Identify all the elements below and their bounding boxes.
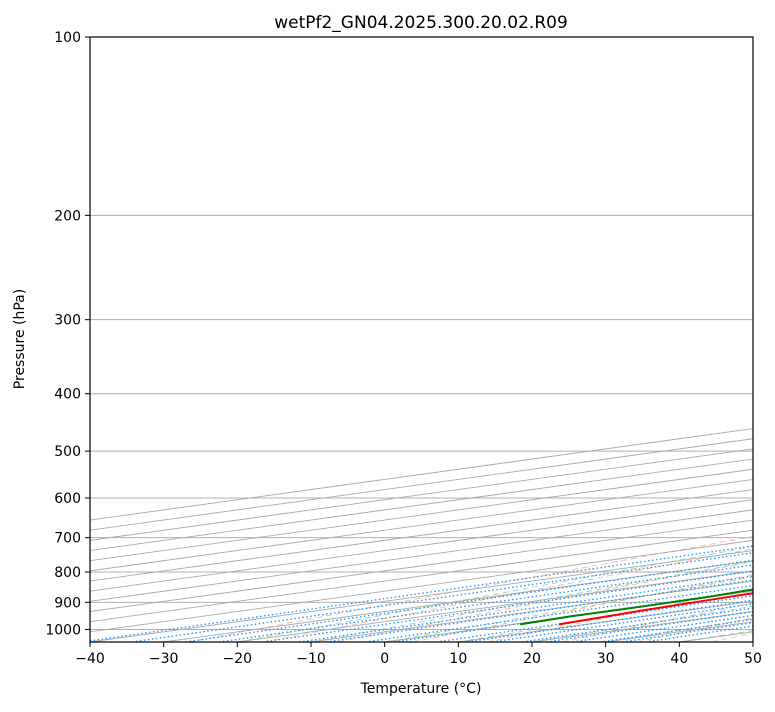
x-tick-label: 30 bbox=[597, 651, 615, 667]
x-tick-label: 20 bbox=[523, 651, 541, 667]
y-tick-label: 100 bbox=[54, 30, 81, 46]
isotherm-line bbox=[90, 509, 753, 602]
y-tick-label: 400 bbox=[54, 387, 81, 403]
mixing-ratio-line bbox=[325, 579, 753, 642]
x-tick-label: 40 bbox=[670, 651, 688, 667]
grid bbox=[90, 36, 753, 630]
x-axis-ticks: −40 −30 −20 −10 0 10 20 30 40 50 bbox=[75, 642, 762, 667]
mixing-ratio-line bbox=[90, 545, 753, 642]
x-tick-label: 50 bbox=[744, 651, 762, 667]
isotherm-line bbox=[90, 539, 753, 633]
isotherm-line bbox=[90, 468, 753, 562]
moist-adiabat bbox=[237, 545, 753, 642]
x-tick-label: 0 bbox=[380, 651, 389, 667]
isotherm-line bbox=[90, 499, 753, 592]
x-axis-label: Temperature (°C) bbox=[360, 681, 482, 697]
x-tick-label: −30 bbox=[149, 651, 179, 667]
y-tick-label: 800 bbox=[54, 565, 81, 581]
y-tick-label: 1000 bbox=[45, 622, 81, 638]
x-tick-label: 10 bbox=[449, 651, 467, 667]
y-tick-label: 300 bbox=[54, 313, 81, 329]
mixing-ratio-line bbox=[365, 584, 753, 642]
isotherm-line bbox=[90, 489, 753, 582]
moist-adiabat bbox=[310, 560, 753, 642]
y-tick-label: 900 bbox=[54, 595, 81, 611]
chart-title: wetPf2_GN04.2025.300.20.02.R09 bbox=[274, 13, 568, 33]
y-tick-label: 600 bbox=[54, 491, 81, 507]
y-tick-label: 700 bbox=[54, 531, 81, 547]
y-tick-label: 200 bbox=[54, 208, 81, 224]
plot-area bbox=[90, 428, 753, 642]
x-tick-label: −10 bbox=[296, 651, 326, 667]
y-tick-label: 500 bbox=[54, 444, 81, 460]
y-axis-ticks: 100 200 300 400 500 600 700 800 900 1000 bbox=[45, 30, 90, 638]
x-tick-label: −20 bbox=[223, 651, 253, 667]
isotherm-line bbox=[90, 529, 753, 623]
moist-adiabat bbox=[384, 576, 753, 642]
plot-frame bbox=[89, 36, 754, 643]
isotherm-line bbox=[90, 458, 753, 551]
isotherms bbox=[90, 428, 753, 642]
isotherm-line bbox=[90, 519, 753, 612]
isotherm-line bbox=[90, 478, 753, 572]
y-axis-label: Pressure (hPa) bbox=[12, 289, 28, 389]
x-tick-label: −40 bbox=[75, 651, 105, 667]
